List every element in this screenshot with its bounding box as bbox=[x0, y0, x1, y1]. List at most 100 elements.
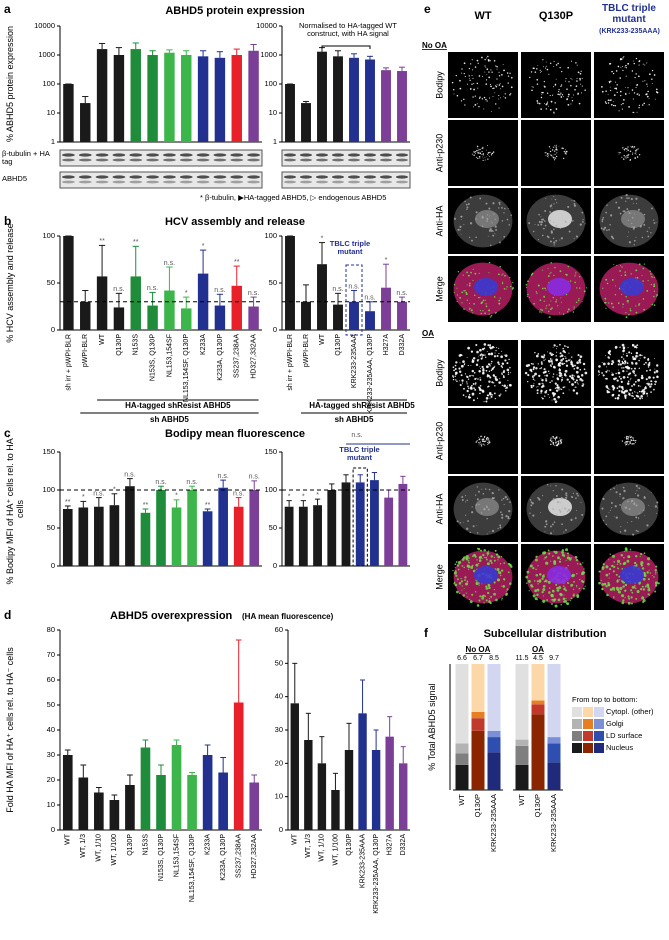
micrograph-dot bbox=[623, 358, 625, 360]
row-label: Bodipy bbox=[434, 359, 444, 387]
micrograph-dot bbox=[553, 146, 555, 148]
micrograph-dot bbox=[541, 71, 542, 73]
micrograph-dot bbox=[615, 573, 618, 576]
micrograph-dot bbox=[464, 76, 466, 78]
micrograph-dot bbox=[493, 347, 495, 348]
micrograph-dot bbox=[490, 69, 492, 71]
micrograph-dot bbox=[481, 596, 485, 600]
micrograph-dot bbox=[473, 302, 475, 305]
micrograph-dot bbox=[467, 560, 470, 562]
micrograph-dot bbox=[638, 94, 640, 96]
micrograph-dot bbox=[574, 386, 576, 388]
micrograph-dot bbox=[537, 64, 539, 66]
micrograph-dot bbox=[629, 150, 632, 153]
micrograph-dot bbox=[558, 509, 561, 511]
micrograph-dot bbox=[601, 361, 603, 363]
bar bbox=[171, 507, 182, 566]
micrograph-dot bbox=[456, 94, 459, 97]
micrograph-dot bbox=[479, 152, 481, 154]
micrograph-dot bbox=[469, 222, 473, 225]
micrograph-dot bbox=[572, 588, 575, 590]
micrograph-dot bbox=[567, 96, 569, 98]
micrograph-dot bbox=[471, 506, 473, 508]
micrograph-dot bbox=[475, 363, 479, 367]
micrograph-dot bbox=[650, 380, 653, 383]
micrograph-dot bbox=[543, 296, 546, 298]
micrograph-dot bbox=[485, 365, 489, 369]
micrograph-dot bbox=[579, 72, 582, 75]
micrograph-dot bbox=[464, 373, 467, 375]
micrograph-dot bbox=[554, 604, 558, 608]
bar bbox=[317, 264, 327, 330]
legend-swatch bbox=[594, 719, 604, 729]
micrograph-dot bbox=[479, 555, 483, 559]
micrograph-dot bbox=[497, 361, 500, 364]
micrograph-dot bbox=[544, 531, 546, 533]
micrograph-dot bbox=[539, 71, 541, 73]
micrograph-dot bbox=[635, 269, 638, 272]
micrograph-dot bbox=[576, 361, 579, 365]
micrograph-dot bbox=[509, 517, 511, 519]
micrograph-dot bbox=[556, 202, 558, 204]
micrograph-dot bbox=[501, 366, 504, 369]
blot-legend: * β-tubulin, ▶HA-tagged ABHD5, ▷ endogen… bbox=[200, 193, 386, 202]
micrograph-dot bbox=[575, 497, 577, 500]
micrograph-dot bbox=[488, 442, 490, 444]
micrograph-dot bbox=[508, 358, 510, 361]
micrograph-dot bbox=[552, 237, 555, 240]
micrograph-dot bbox=[491, 381, 494, 384]
micrograph-dot bbox=[646, 395, 648, 397]
micrograph-dot bbox=[622, 599, 625, 602]
x-tick-label: H327A bbox=[387, 834, 394, 856]
micrograph-dot bbox=[563, 531, 565, 533]
micrograph-dot bbox=[653, 290, 655, 292]
micrograph-dot bbox=[569, 358, 571, 360]
micrograph-dot bbox=[491, 360, 493, 363]
micrograph-dot bbox=[458, 592, 461, 594]
micrograph-dot bbox=[633, 586, 636, 589]
micrograph-dot bbox=[543, 356, 545, 358]
micrograph-dot bbox=[466, 284, 468, 286]
micrograph bbox=[594, 408, 664, 474]
micrograph-dot bbox=[565, 78, 567, 80]
significance-label: n.s. bbox=[155, 479, 166, 486]
micrograph-dot bbox=[454, 566, 456, 568]
micrograph-dot bbox=[644, 64, 646, 66]
micrograph-dot bbox=[545, 65, 547, 67]
blot-band bbox=[163, 158, 176, 162]
micrograph-dot bbox=[541, 577, 544, 581]
x-tick-label: HD327,332AA bbox=[250, 334, 257, 379]
micrograph-dot bbox=[618, 589, 620, 591]
blot-band bbox=[196, 175, 210, 179]
micrograph-dot bbox=[467, 568, 470, 570]
micrograph-dot bbox=[452, 89, 455, 91]
micrograph-dot bbox=[486, 156, 488, 157]
micrograph-dot bbox=[608, 80, 610, 83]
micrograph-dot bbox=[453, 291, 455, 294]
micrograph-dot bbox=[538, 374, 541, 377]
micrograph-dot bbox=[536, 78, 539, 81]
micrograph-dot bbox=[535, 555, 538, 559]
micrograph-dot bbox=[621, 594, 625, 598]
micrograph-dot bbox=[555, 485, 557, 487]
micrograph-dot bbox=[552, 489, 554, 492]
micrograph-dot bbox=[543, 573, 545, 576]
micrograph-dot bbox=[506, 286, 508, 288]
micrograph-dot bbox=[541, 312, 543, 314]
micrograph-dot bbox=[501, 513, 504, 516]
micrograph-dot bbox=[468, 236, 471, 238]
blot-band bbox=[299, 175, 313, 179]
micrograph-dot bbox=[465, 291, 468, 294]
micrograph-dot bbox=[648, 376, 651, 379]
micrograph bbox=[594, 120, 664, 186]
micrograph-dot bbox=[627, 380, 630, 383]
micrograph-dot bbox=[635, 57, 638, 60]
micrograph-dot bbox=[576, 586, 578, 588]
micrograph-dot bbox=[602, 216, 605, 219]
micrograph-dot bbox=[573, 367, 576, 370]
micrograph-dot bbox=[529, 498, 532, 501]
micrograph-dot bbox=[618, 389, 621, 393]
micrograph-dot bbox=[489, 344, 491, 346]
micrograph-dot bbox=[501, 73, 503, 76]
